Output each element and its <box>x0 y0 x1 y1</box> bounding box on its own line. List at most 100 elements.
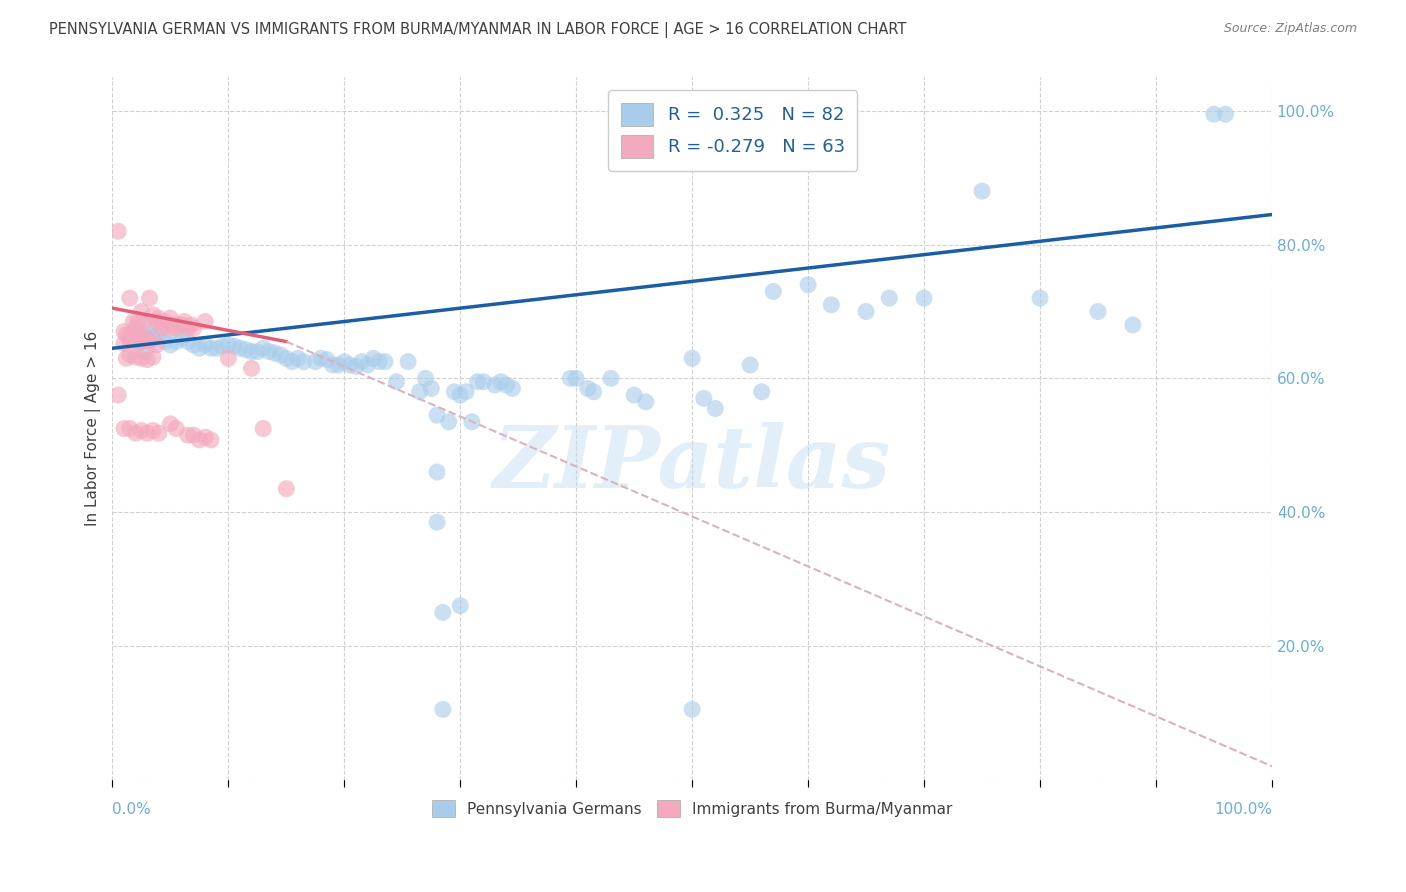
Point <box>461 415 484 429</box>
Point <box>170 318 193 332</box>
Point <box>124 321 146 335</box>
Point <box>229 341 252 355</box>
Point <box>170 331 193 345</box>
Point <box>124 333 146 347</box>
Point <box>136 334 159 349</box>
Point <box>681 351 703 366</box>
Point <box>432 606 454 620</box>
Point <box>316 352 339 367</box>
Point <box>131 351 153 366</box>
Point <box>560 371 582 385</box>
Point <box>415 371 437 385</box>
Point <box>200 433 222 447</box>
Point <box>495 378 517 392</box>
Point <box>681 702 703 716</box>
Point <box>693 392 716 406</box>
Point <box>565 371 588 385</box>
Point <box>634 394 657 409</box>
Point <box>449 599 471 613</box>
Point <box>131 304 153 318</box>
Point <box>432 702 454 716</box>
Point <box>188 433 211 447</box>
Point <box>150 325 173 339</box>
Point <box>148 426 170 441</box>
Point <box>118 421 141 435</box>
Point <box>138 318 160 332</box>
Point <box>118 331 141 345</box>
Point <box>762 285 785 299</box>
Point <box>194 338 217 352</box>
Point <box>142 424 165 438</box>
Point <box>344 359 367 374</box>
Point <box>304 354 326 368</box>
Point <box>217 351 239 366</box>
Y-axis label: In Labor Force | Age > 16: In Labor Force | Age > 16 <box>86 331 101 526</box>
Point <box>582 384 605 399</box>
Point <box>112 325 135 339</box>
Point <box>131 334 153 349</box>
Point <box>374 354 396 368</box>
Point <box>484 378 506 392</box>
Point <box>420 381 443 395</box>
Point <box>309 351 332 366</box>
Point <box>855 304 877 318</box>
Point <box>339 358 361 372</box>
Point <box>385 375 408 389</box>
Point <box>797 277 820 292</box>
Point <box>240 344 263 359</box>
Text: PENNSYLVANIA GERMAN VS IMMIGRANTS FROM BURMA/MYANMAR IN LABOR FORCE | AGE > 16 C: PENNSYLVANIA GERMAN VS IMMIGRANTS FROM B… <box>49 22 907 38</box>
Point <box>159 338 181 352</box>
Point <box>142 308 165 322</box>
Point <box>131 331 153 345</box>
Point <box>142 331 165 345</box>
Point <box>115 351 138 366</box>
Point <box>467 375 489 389</box>
Point <box>472 375 495 389</box>
Point <box>127 314 149 328</box>
Point <box>240 361 263 376</box>
Point <box>183 338 205 352</box>
Point <box>165 421 187 435</box>
Point <box>287 351 309 366</box>
Point <box>124 350 146 364</box>
Point <box>134 330 156 344</box>
Point <box>136 352 159 367</box>
Point <box>740 358 762 372</box>
Point <box>270 348 292 362</box>
Point <box>328 358 350 372</box>
Point <box>107 224 129 238</box>
Point <box>107 388 129 402</box>
Point <box>194 430 217 444</box>
Point <box>165 334 187 349</box>
Text: 0.0%: 0.0% <box>112 802 152 817</box>
Point <box>200 341 222 355</box>
Point <box>138 291 160 305</box>
Point <box>368 354 391 368</box>
Point <box>350 354 373 368</box>
Point <box>912 291 935 305</box>
Point <box>1215 107 1237 121</box>
Point <box>333 354 356 368</box>
Point <box>194 314 217 328</box>
Point <box>177 321 200 335</box>
Point <box>157 321 180 335</box>
Point <box>122 331 145 345</box>
Point <box>122 325 145 339</box>
Point <box>751 384 773 399</box>
Point <box>1122 318 1144 332</box>
Point <box>153 314 176 328</box>
Point <box>205 341 228 355</box>
Point <box>162 318 184 332</box>
Point <box>134 344 156 359</box>
Point <box>970 184 993 198</box>
Point <box>623 388 645 402</box>
Point <box>246 344 269 359</box>
Point <box>159 417 181 431</box>
Point <box>704 401 727 416</box>
Point <box>454 384 477 399</box>
Point <box>252 421 274 435</box>
Point <box>426 515 449 529</box>
Point <box>118 334 141 348</box>
Text: Source: ZipAtlas.com: Source: ZipAtlas.com <box>1223 22 1357 36</box>
Point <box>165 321 187 335</box>
